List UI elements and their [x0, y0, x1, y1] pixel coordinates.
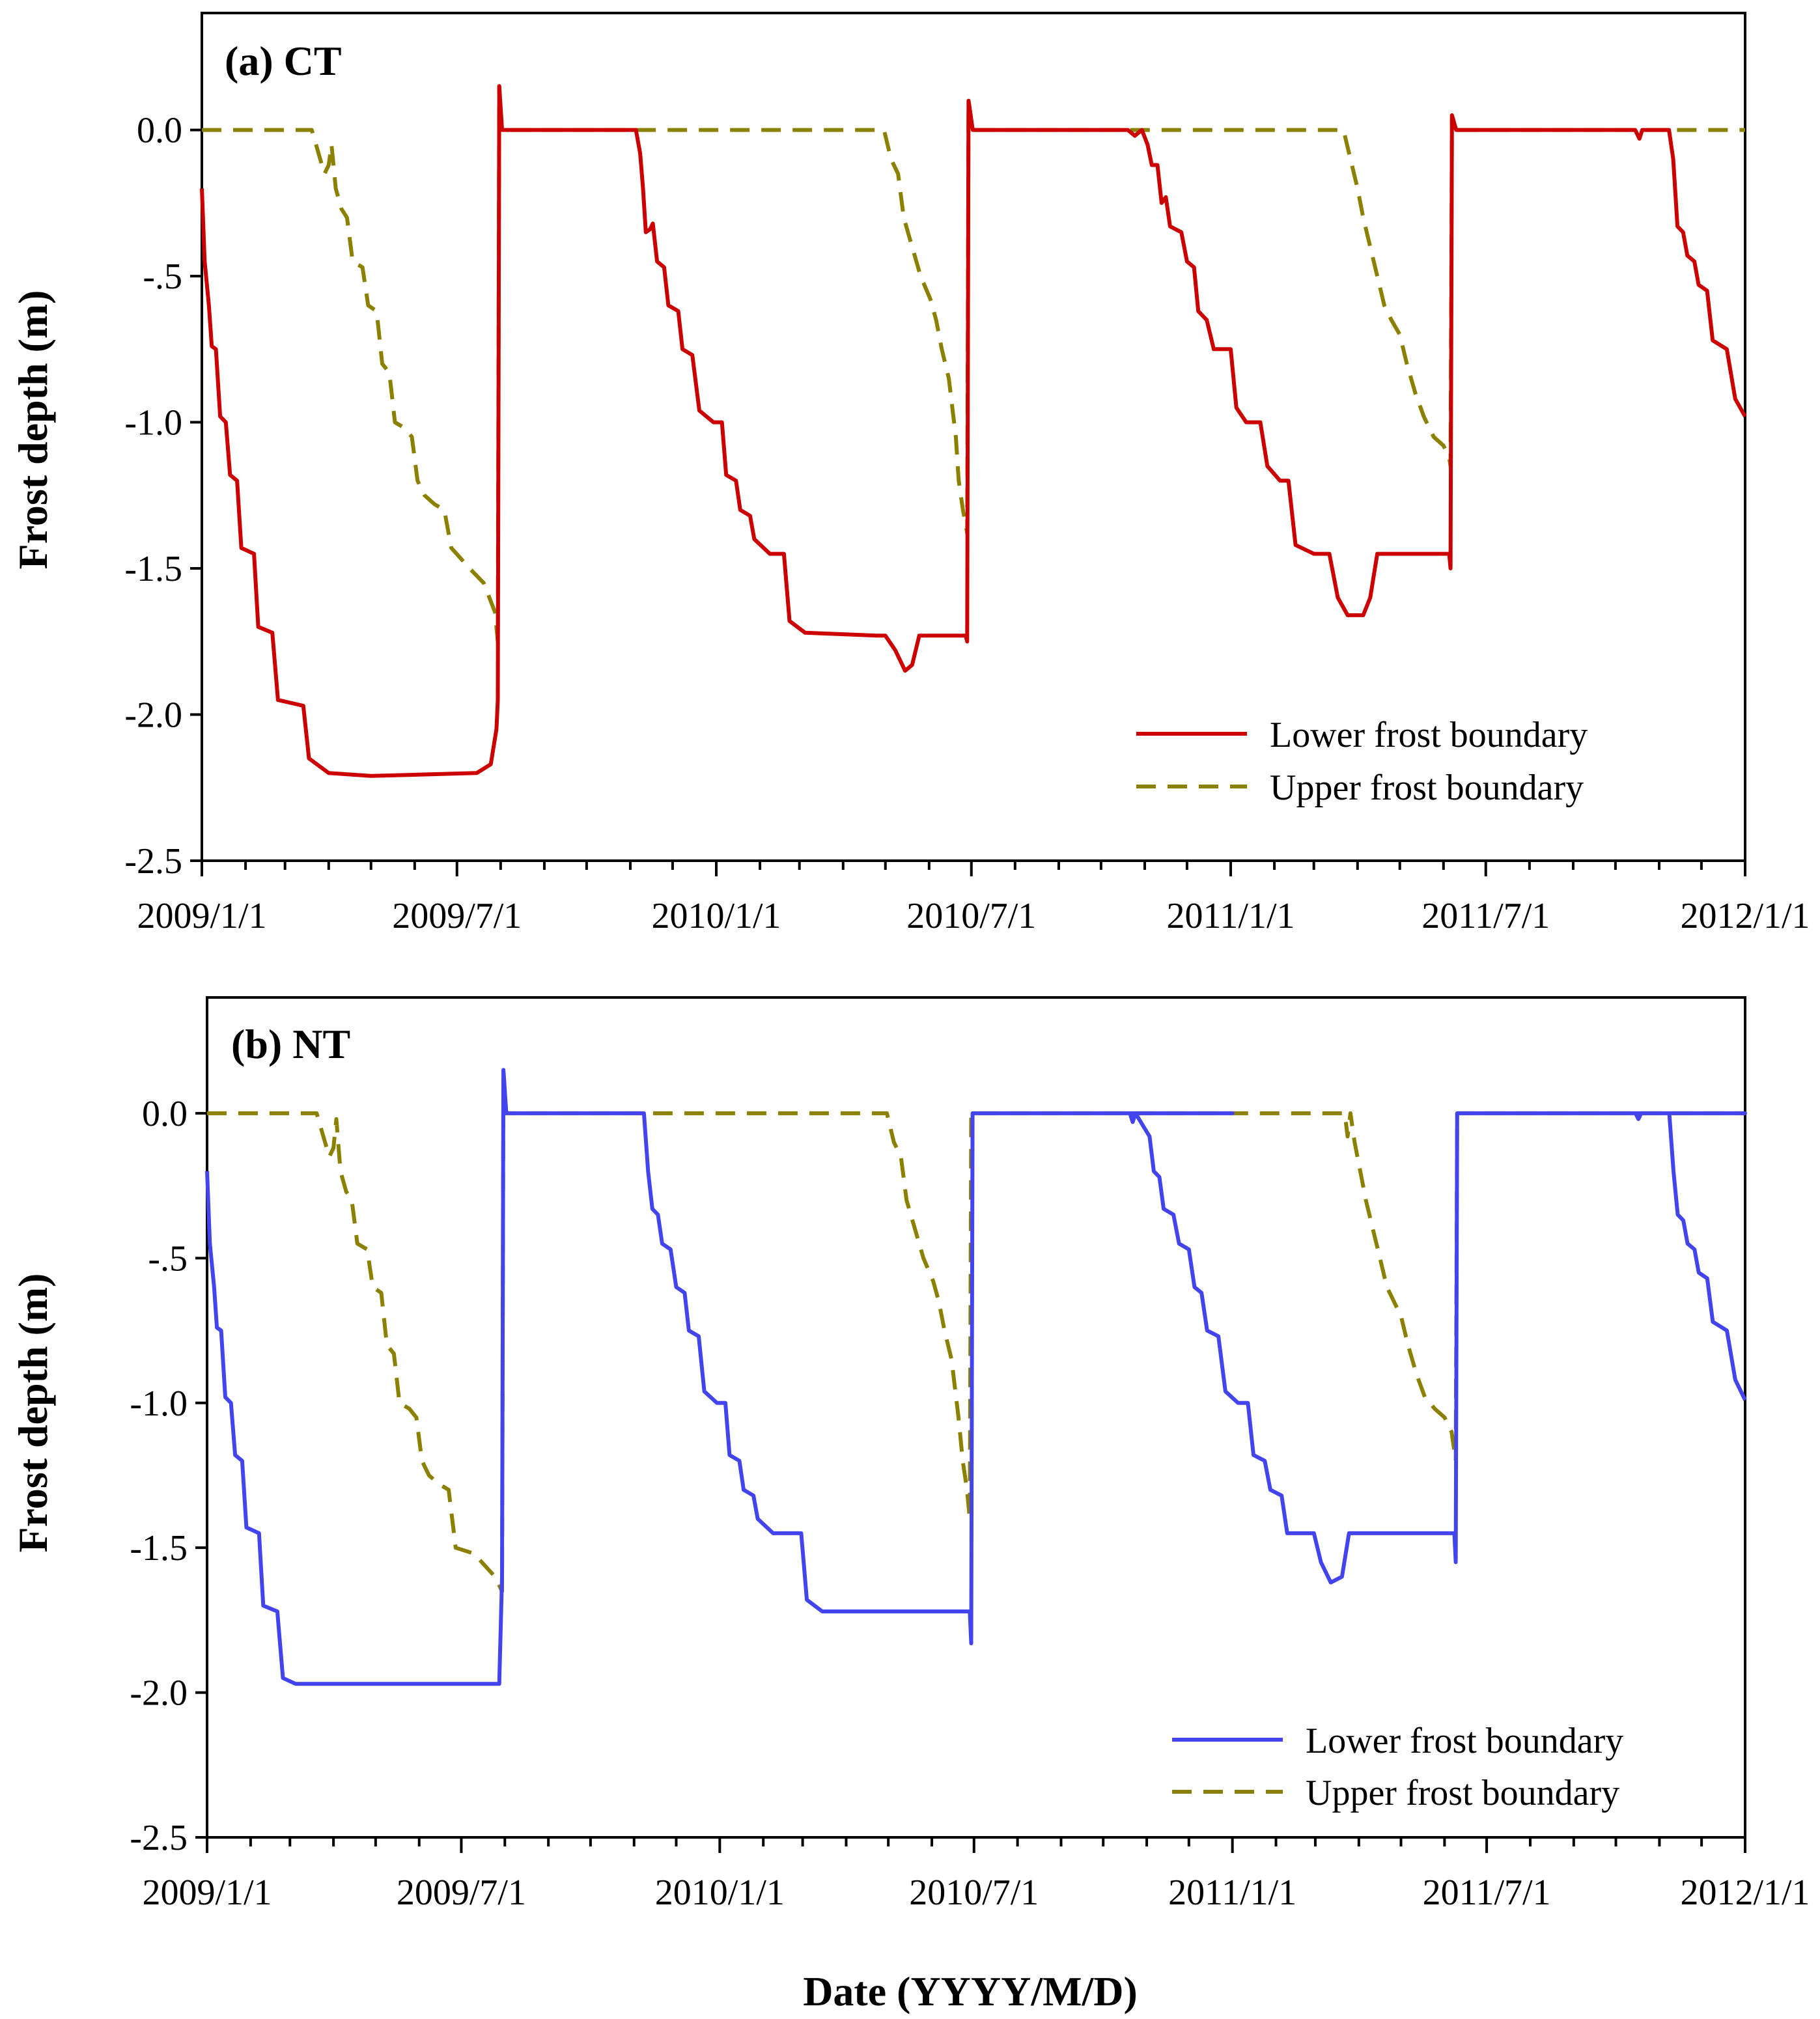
y-tick-label: -1.5 — [124, 549, 182, 589]
series-line-upper-frost-boundary — [207, 1068, 1745, 1593]
x-tick-label: 2009/7/1 — [397, 1873, 526, 1913]
x-axis-title: Date (YYYY/M/D) — [803, 1968, 1138, 2014]
panel-ct: 0.0-.5-1.0-1.5-2.0-2.5 2009/1/1 2009/7/1 2… — [10, 12, 1810, 936]
y-tick-label: 0.0 — [142, 1094, 188, 1134]
y-tick-label: -1.0 — [130, 1384, 188, 1424]
plot-frame — [201, 12, 1746, 862]
y-tick-label: 0.0 — [137, 111, 182, 151]
y-axis-title: Frost depth (m) — [10, 1274, 56, 1553]
series-line-upper-frost-boundary — [202, 84, 1745, 644]
series-group — [200, 84, 1747, 778]
x-tick-label: 2011/1/1 — [1166, 896, 1295, 936]
y-tick-label: -1.0 — [124, 403, 182, 443]
x-axis-ticks: 2009/1/1 2009/7/1 2010/1/1 2010/7/1 2011/1/1… — [137, 861, 1810, 936]
series-line-lower-frost-boundary — [200, 84, 1747, 778]
panel-nt: 0.0-.5-1.0-1.5-2.0-2.5 2009/1/1 2009/7/1 2… — [10, 996, 1810, 1913]
y-tick-label: -2.0 — [130, 1673, 188, 1714]
x-tick-label: 2009/1/1 — [137, 896, 266, 936]
y-axis-ticks: 0.0 -.5 -1.0 -1.5 -2.0 -2.5 — [130, 1094, 207, 1858]
legend: Lower frost boundary Upper frost boundar… — [1136, 715, 1588, 808]
y-tick-label: -.5 — [148, 1238, 188, 1279]
x-tick-label: 2011/7/1 — [1421, 896, 1550, 936]
x-tick-label: 2010/7/1 — [906, 896, 1036, 936]
y-tick-label: -1.5 — [130, 1528, 188, 1568]
legend-label-upper: Upper frost boundary — [1306, 1773, 1619, 1813]
y-tick-label: -2.0 — [124, 695, 182, 736]
legend: Lower frost boundary Upper frost boundar… — [1172, 1721, 1623, 1813]
x-tick-label: 2010/1/1 — [651, 896, 781, 936]
series-line-lower-frost-boundary — [205, 1068, 1747, 1686]
panel-title: (b) NT — [231, 1021, 350, 1067]
series-group — [205, 1068, 1747, 1686]
x-tick-label: 2011/1/1 — [1168, 1873, 1296, 1913]
x-axis-ticks: 2009/1/1 2009/7/1 2010/1/1 2010/7/1 2011/1/1… — [142, 1837, 1810, 1913]
x-tick-label: 2009/7/1 — [392, 896, 522, 936]
panel-title: (a) CT — [225, 38, 342, 84]
legend-label-lower: Lower frost boundary — [1270, 715, 1588, 755]
x-tick-label: 2010/1/1 — [655, 1873, 785, 1913]
y-tick-label: -.5 — [143, 257, 182, 297]
x-tick-label: 2012/1/1 — [1680, 1873, 1810, 1913]
y-tick-label: -2.5 — [130, 1818, 188, 1858]
y-tick-label: -2.5 — [124, 841, 182, 882]
y-axis-title: Frost depth (m) — [10, 290, 56, 570]
x-tick-label: 2012/1/1 — [1680, 896, 1810, 936]
legend-label-upper: Upper frost boundary — [1270, 768, 1584, 808]
legend-label-lower: Lower frost boundary — [1306, 1721, 1623, 1761]
x-tick-label: 2010/7/1 — [909, 1873, 1039, 1913]
plot-frame — [206, 996, 1746, 1839]
y-axis-ticks: 0.0 -.5 -1.0 -1.5 -2.0 -2.5 — [124, 111, 202, 882]
x-tick-label: 2009/1/1 — [142, 1873, 272, 1913]
x-tick-label: 2011/7/1 — [1423, 1873, 1551, 1913]
